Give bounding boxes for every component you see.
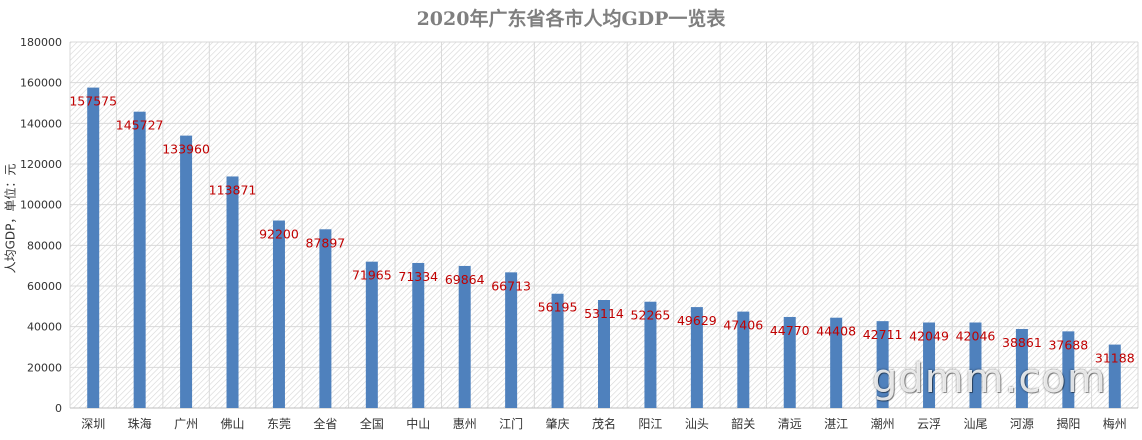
y-tick-label: 0 — [55, 402, 62, 415]
data-label: 87897 — [306, 235, 346, 250]
data-label: 47406 — [723, 318, 763, 333]
y-tick-labels: 0 20000 40000 60000 80000 100000 120000 140000 1… — [20, 36, 62, 415]
data-label: 113871 — [209, 182, 257, 197]
bar — [412, 262, 425, 408]
bar — [598, 300, 610, 408]
data-label: 133960 — [162, 142, 210, 157]
x-tick-label: 全国 — [360, 416, 384, 431]
x-tick-label: 汕头 — [685, 417, 709, 431]
x-tick-label: 佛山 — [221, 417, 245, 431]
y-tick-label: 120000 — [20, 158, 62, 171]
bar — [226, 176, 239, 408]
data-label: 71334 — [398, 269, 438, 284]
data-label: 71965 — [352, 268, 392, 283]
x-tick-label: 茂名 — [592, 416, 616, 431]
watermark: gdmm.com — [872, 356, 1107, 402]
x-tick-label: 潮州 — [871, 416, 895, 431]
data-label: 42046 — [956, 329, 996, 344]
bar — [644, 301, 657, 408]
data-label: 44408 — [816, 324, 856, 339]
x-tick-label: 东莞 — [267, 417, 291, 431]
data-label: 49629 — [677, 313, 717, 328]
bar — [690, 307, 703, 408]
bar — [1062, 331, 1075, 408]
chart-title: 2020年广东省各市人均GDP一览表 — [416, 8, 726, 30]
x-tick-label: 清远 — [778, 417, 802, 431]
data-label: 42711 — [863, 327, 903, 342]
data-label: 53114 — [584, 306, 624, 321]
bar — [365, 261, 378, 408]
y-tick-label: 80000 — [27, 239, 62, 252]
bar — [319, 229, 332, 408]
data-label: 56195 — [538, 300, 578, 315]
x-tick-label: 阳江 — [638, 417, 662, 431]
x-tick-label: 广州 — [174, 417, 198, 431]
x-tick-label: 深圳 — [81, 417, 105, 431]
bar — [923, 322, 936, 408]
bar — [969, 322, 982, 408]
bar — [133, 111, 146, 409]
data-label: 37688 — [1048, 337, 1088, 352]
bars — [87, 87, 1121, 409]
x-tick-label: 梅州 — [1103, 416, 1127, 431]
y-tick-label: 40000 — [27, 321, 62, 334]
x-tick-label: 江门 — [499, 416, 523, 431]
y-tick-label: 20000 — [27, 361, 62, 374]
x-tick-label: 河源 — [1010, 417, 1034, 431]
data-label: 92200 — [259, 227, 299, 242]
bar — [1015, 328, 1028, 408]
x-tick-label: 揭阳 — [1056, 416, 1080, 431]
x-tick-label: 全省 — [313, 416, 337, 431]
y-tick-label: 160000 — [20, 77, 62, 90]
bar — [876, 321, 889, 408]
data-label: 69864 — [445, 272, 485, 287]
y-tick-label: 180000 — [20, 36, 62, 49]
x-tick-label: 中山 — [406, 416, 430, 431]
y-tick-label: 60000 — [27, 280, 62, 293]
data-label: 31188 — [1095, 351, 1135, 366]
bar — [272, 220, 285, 408]
data-label: 145727 — [116, 118, 164, 133]
bar — [551, 293, 564, 408]
bar — [505, 272, 518, 408]
x-tick-label: 惠州 — [453, 417, 477, 431]
y-tick-label: 100000 — [20, 199, 62, 212]
bar — [1108, 344, 1121, 408]
data-label: 157575 — [69, 94, 117, 109]
data-label: 42049 — [909, 329, 949, 344]
data-label: 38861 — [1002, 335, 1042, 350]
bar — [783, 316, 796, 408]
x-tick-labels: 深圳 珠海 广州 佛山 东莞 全省 全国 中山 惠州 江门 肇庆 茂名 阳江 汕头 韶关 清远 湛江 潮州 云浮 汕尾… — [81, 416, 1127, 431]
data-label: 66713 — [491, 278, 531, 293]
data-label: 44770 — [770, 323, 810, 338]
bar — [87, 87, 100, 408]
x-tick-label: 汕尾 — [963, 417, 987, 431]
bar — [180, 135, 193, 408]
bar — [737, 311, 750, 408]
y-tick-label: 140000 — [20, 117, 62, 130]
x-tick-label: 韶关 — [731, 416, 755, 431]
x-tick-label: 云浮 — [917, 417, 941, 431]
x-tick-label: 珠海 — [128, 416, 152, 431]
bar — [458, 265, 471, 408]
data-label: 52265 — [631, 308, 671, 323]
bar — [830, 317, 843, 408]
x-tick-label: 湛江 — [824, 417, 848, 431]
x-tick-label: 肇庆 — [546, 416, 570, 431]
data-labels: 157575 145727 133960 113871 92200 87897 71965 7… — [69, 94, 1134, 366]
